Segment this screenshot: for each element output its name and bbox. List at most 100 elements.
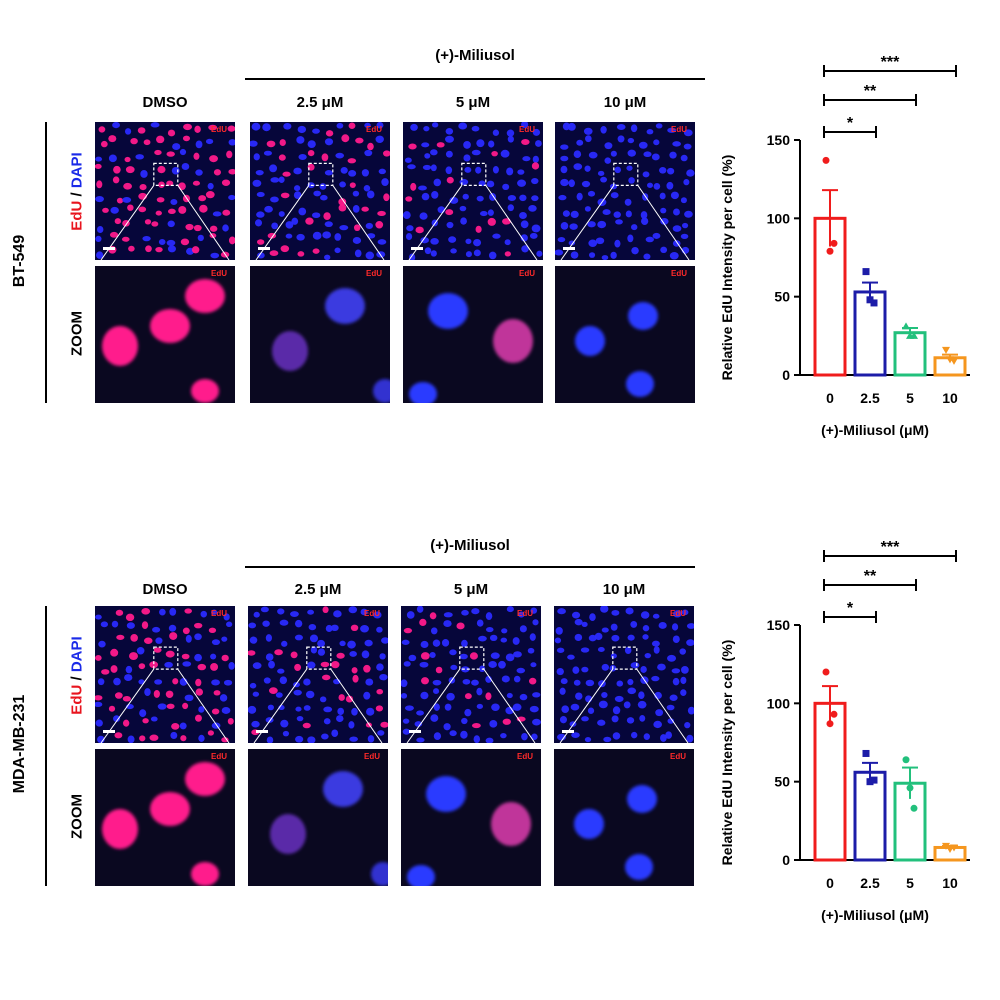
cell-line-label: BT-549: [11, 234, 28, 288]
nuclei-layer: [95, 122, 235, 260]
y-axis-label: Relative EdU Intensity per cell (%): [719, 155, 735, 381]
zoomed-nuclei-layer: [270, 771, 388, 886]
data-point: [862, 749, 870, 757]
edu-channel-tag: EdU: [519, 125, 535, 134]
scale-bar: [563, 247, 575, 250]
stain-label: EdU / DAPI: [69, 127, 86, 257]
data-point: [950, 844, 958, 852]
zoom-micrograph-2-5: EdU: [248, 749, 388, 886]
edu-channel-tag: EdU: [671, 269, 687, 278]
data-point: [826, 720, 834, 728]
edu-channel-tag: EdU: [211, 752, 227, 761]
significance-label: **: [864, 83, 877, 100]
scale-bar: [103, 730, 115, 733]
column-label-dmso: DMSO: [142, 581, 188, 598]
micrograph-10: EdU: [554, 606, 694, 743]
scale-bar: [411, 247, 423, 250]
stain-edu-label: EdU: [68, 200, 86, 231]
significance-label: ***: [881, 54, 900, 71]
y-tick-label: 150: [767, 617, 791, 633]
column-label-2-5: 2.5 μM: [296, 94, 344, 111]
significance-bracket: [823, 94, 917, 106]
x-tick-label: 0: [826, 390, 834, 406]
row-bracket-line: [45, 122, 47, 403]
significance-bracket: [823, 611, 877, 623]
bar: [813, 701, 847, 862]
data-point: [830, 710, 838, 718]
zoom-micrograph-dmso: EdU: [95, 266, 235, 403]
zoomed-nuclei-layer: [409, 293, 533, 403]
micrograph-10: EdU: [555, 122, 695, 260]
micrograph-dmso: EdU: [95, 606, 235, 743]
column-label-10: 10 μM: [602, 581, 646, 598]
scale-bar: [256, 730, 268, 733]
group-label: (+)-Miliusol: [435, 47, 515, 64]
edu-channel-tag: EdU: [519, 269, 535, 278]
column-label-5: 5 μM: [455, 94, 491, 111]
stain-dapi-label: DAPI: [68, 636, 86, 673]
zoom-micrograph-5: EdU: [403, 266, 543, 403]
y-tick-label: 50: [774, 289, 790, 305]
zoomed-nuclei-layer: [272, 288, 390, 403]
data-point: [942, 346, 950, 354]
edu-channel-tag: EdU: [211, 269, 227, 278]
zoomed-nuclei-layer: [407, 776, 531, 886]
zoom-micrograph-2-5: EdU: [250, 266, 390, 403]
significance-bracket: [823, 126, 877, 138]
stain-label: EdU / DAPI: [69, 611, 86, 741]
group-bracket-line: [245, 566, 695, 568]
nuclei-layer: [250, 122, 390, 260]
nuclei-layer: [554, 606, 694, 743]
x-tick-label: 2.5: [860, 875, 880, 891]
nuclei-layer: [403, 122, 543, 260]
edu-channel-tag: EdU: [517, 752, 533, 761]
micrograph-dmso: EdU: [95, 122, 235, 260]
y-tick-label: 100: [767, 210, 791, 226]
stain-dapi-label: DAPI: [68, 152, 86, 189]
x-tick-label: 0: [826, 875, 834, 891]
y-tick-label: 0: [782, 852, 790, 868]
zoom-micrograph-dmso: EdU: [95, 749, 235, 886]
bar: [893, 331, 927, 377]
data-point: [910, 804, 918, 812]
data-point: [910, 331, 918, 339]
data-point: [866, 778, 874, 786]
significance-bracket: [823, 550, 957, 562]
x-tick-label: 5: [906, 390, 914, 406]
scale-bar: [562, 730, 574, 733]
stain-separator: /: [68, 672, 86, 685]
zoom-label: ZOOM: [68, 311, 86, 356]
data-point: [902, 756, 910, 764]
data-point: [950, 357, 958, 365]
zoom-label: ZOOM: [68, 794, 86, 839]
data-point: [870, 776, 878, 784]
bar: [813, 216, 847, 377]
x-axis-label: (+)-Miliusol (μM): [821, 422, 929, 438]
x-tick-label: 2.5: [860, 390, 880, 406]
column-label-5: 5 μM: [453, 581, 489, 598]
significance-label: **: [864, 568, 877, 585]
data-point: [902, 322, 910, 330]
y-axis-label: Relative EdU Intensity per cell (%): [719, 640, 735, 866]
column-label-2-5: 2.5 μM: [294, 581, 342, 598]
y-tick-label: 150: [767, 132, 791, 148]
data-point: [830, 239, 838, 247]
column-label-10: 10 μM: [603, 94, 647, 111]
nuclei-layer: [248, 606, 388, 743]
y-tick-label: 0: [782, 367, 790, 383]
zoom-micrograph-5: EdU: [401, 749, 541, 886]
edu-channel-tag: EdU: [517, 609, 533, 618]
scale-bar: [103, 247, 115, 250]
stain-separator: /: [68, 188, 86, 201]
edu-channel-tag: EdU: [671, 125, 687, 134]
edu-channel-tag: EdU: [366, 125, 382, 134]
y-tick-label: 100: [767, 695, 791, 711]
x-tick-label: 10: [942, 875, 958, 891]
row-bracket-line: [45, 606, 47, 886]
micrograph-2-5: EdU: [250, 122, 390, 260]
data-point: [870, 299, 878, 307]
significance-label: *: [847, 115, 854, 132]
data-point: [942, 842, 950, 850]
